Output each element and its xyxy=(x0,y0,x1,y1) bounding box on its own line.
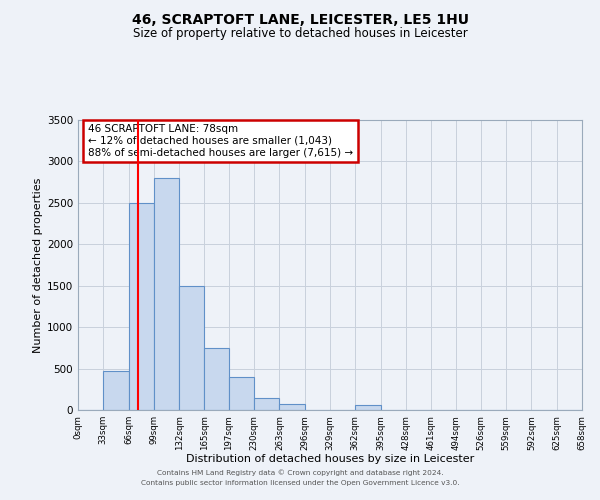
Bar xyxy=(254,398,280,410)
Text: Contains HM Land Registry data © Crown copyright and database right 2024.: Contains HM Land Registry data © Crown c… xyxy=(157,470,443,476)
Bar xyxy=(205,348,229,410)
Text: Contains public sector information licensed under the Open Government Licence v3: Contains public sector information licen… xyxy=(140,480,460,486)
Bar xyxy=(154,178,179,410)
X-axis label: Distribution of detached houses by size in Leicester: Distribution of detached houses by size … xyxy=(186,454,474,464)
Bar xyxy=(280,404,305,410)
Bar xyxy=(229,377,254,410)
Bar xyxy=(179,286,205,410)
Bar xyxy=(355,405,380,410)
Text: 46 SCRAPTOFT LANE: 78sqm
← 12% of detached houses are smaller (1,043)
88% of sem: 46 SCRAPTOFT LANE: 78sqm ← 12% of detach… xyxy=(88,124,353,158)
Text: Size of property relative to detached houses in Leicester: Size of property relative to detached ho… xyxy=(133,28,467,40)
Text: 46, SCRAPTOFT LANE, LEICESTER, LE5 1HU: 46, SCRAPTOFT LANE, LEICESTER, LE5 1HU xyxy=(131,12,469,26)
Bar xyxy=(128,203,154,410)
Bar xyxy=(103,371,128,410)
Y-axis label: Number of detached properties: Number of detached properties xyxy=(33,178,43,352)
